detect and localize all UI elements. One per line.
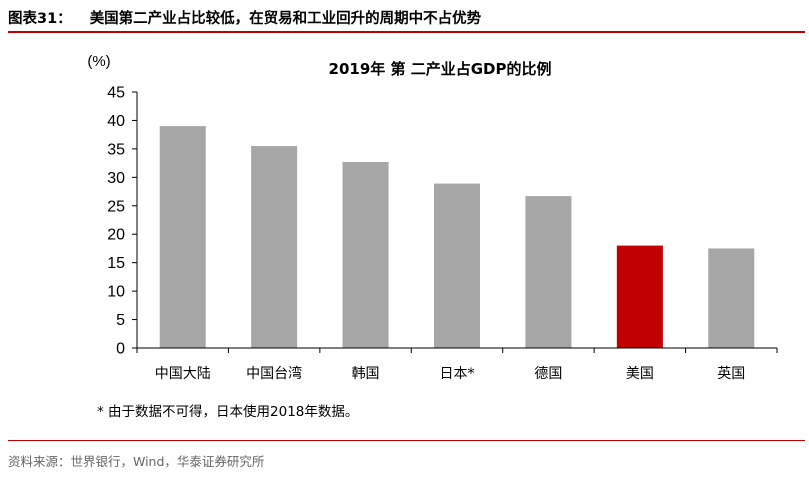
y-tick-label: 45 [107,85,125,102]
x-axis: 中国大陆 中国台湾 韩国 日本* 德国 美国 英国 [136,347,778,382]
bar [708,248,755,348]
x-category-label: 英国 [717,365,745,382]
bar [525,196,572,348]
y-tick-label: 20 [107,227,125,244]
y-tick-label: 10 [107,284,125,301]
y-tick-label: 30 [107,170,125,187]
x-category-label: 中国大陆 [155,366,211,382]
bars-group [159,126,755,348]
chart-footnote: * 由于数据不可得，日本使用2018年数据。 [97,403,358,420]
source-note: 资料来源：世界银行，Wind，华泰证券研究所 [8,454,265,469]
figure-title: 图表31： 美国第二产业占比较低，在贸易和工业回升的周期中不占优势 [8,7,481,28]
chart-title: 2019年 第 二产业占GDP的比例 [329,60,552,78]
bar [251,146,298,348]
y-tick-label: 15 [107,255,125,272]
y-tick-label: 40 [107,113,125,130]
bar [342,161,389,348]
figure-label: 图表31： [8,11,72,27]
y-tick-label: 25 [107,198,125,215]
bar-chart: 2019年 第 二产业占GDP的比例 (%) 0 5 10 15 20 25 30 35 40 4… [87,53,778,420]
top-rule [8,31,805,33]
y-tick-label: 35 [107,141,125,158]
y-axis: 0 5 10 15 20 25 30 35 40 45 [107,85,138,358]
x-category-label: 美国 [626,366,654,382]
x-category-label: 韩国 [352,366,380,382]
bar [434,183,480,348]
bar [616,245,663,348]
y-tick-label: 0 [116,341,125,358]
bar [159,126,206,348]
x-category-label: 中国台湾 [246,365,302,382]
bottom-rule [8,440,805,441]
figure-title-text: 美国第二产业占比较低，在贸易和工业回升的周期中不占优势 [89,11,482,27]
y-tick-label: 5 [116,312,125,329]
y-axis-unit-label: (%) [87,53,110,70]
x-category-label: 德国 [534,366,562,382]
x-category-label: 日本* [440,366,475,382]
